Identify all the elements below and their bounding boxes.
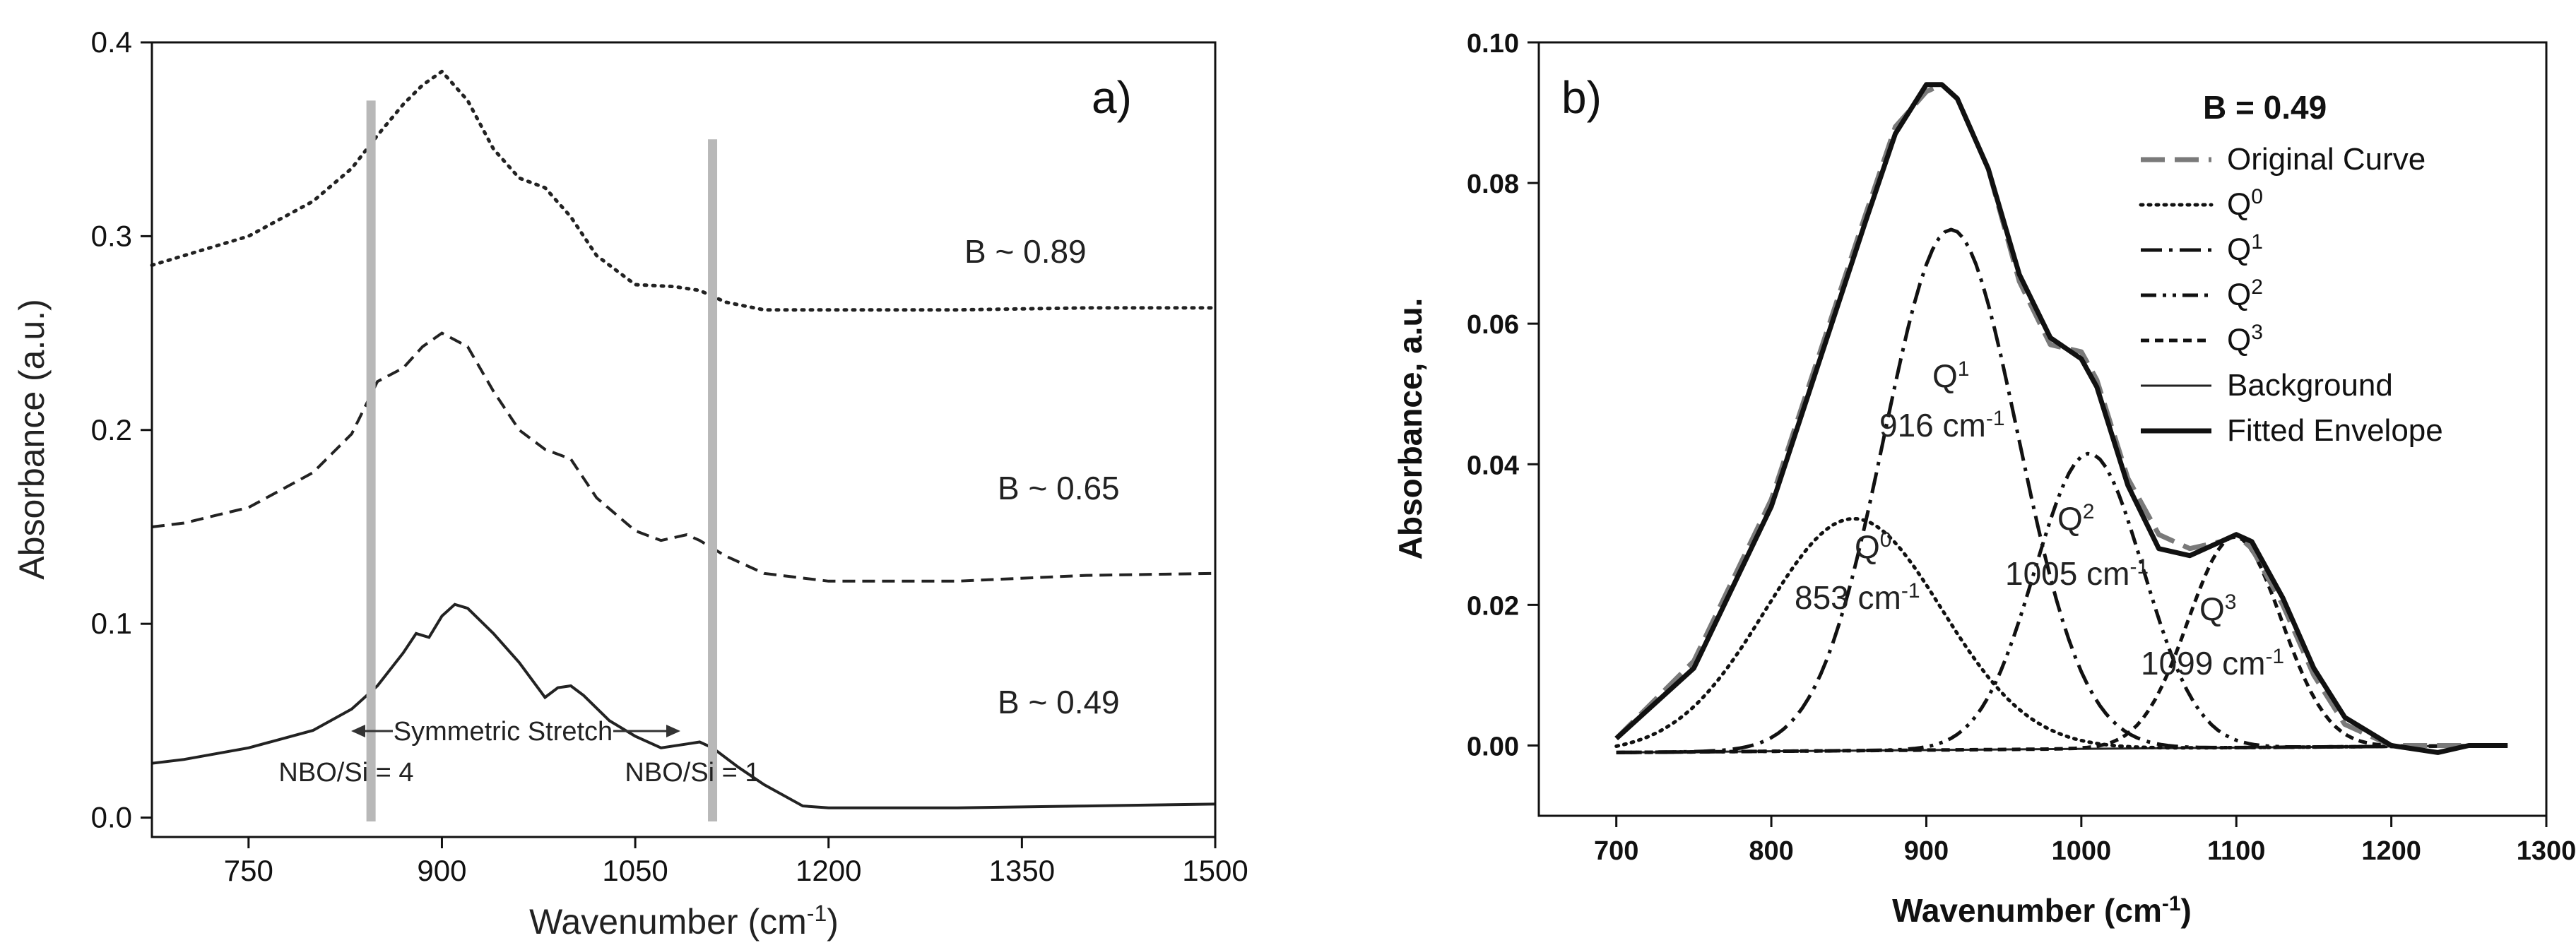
q1-annotation-name: Q1 (1932, 357, 1969, 395)
panel-a-series-label-089: B ~ 0.89 (964, 233, 1087, 270)
legend-entry: Q3 (2227, 321, 2263, 358)
legend-entry: Q2 (2227, 275, 2263, 313)
panel-a-reference-lines (366, 100, 718, 822)
panel-a-series-label-049: B ~ 0.49 (998, 684, 1120, 720)
panel-a-series-solid (151, 602, 1216, 809)
panel-a-series-label-065: B ~ 0.65 (998, 470, 1120, 506)
legend-entry: Q1 (2227, 230, 2263, 268)
q3-annotation-name: Q3 (2199, 590, 2236, 628)
q0-annotation-position: 853 cm-1 (1795, 579, 1920, 617)
panel-1-x-tick-label: 800 (1749, 836, 1793, 866)
panel-b-series-layer (1614, 82, 2508, 755)
panel-a-y-axis-title: Absorbance (a.u.) (12, 299, 52, 579)
q2-annotation-name: Q2 (2057, 500, 2094, 538)
symmetric-stretch-label: Symmetric Stretch (394, 717, 613, 747)
panel-0-y-tick-label: 0.0 (91, 801, 132, 834)
panel-b-series-q2 (1616, 451, 2503, 754)
panel-b: 700 800 900 1000 1100 1200 1300 0.00 0.02 0.04 0.0… (1392, 29, 2576, 929)
panel-1-x-tick-label: 700 (1594, 836, 1638, 866)
panel-b-y-axis-title: Absorbance, a.u. (1392, 298, 1429, 560)
q2-annotation-position: 1005 cm-1 (2005, 555, 2149, 593)
panel-0-x-tick-label: 1050 (602, 854, 668, 887)
panel-0-y-tick-label: 0.1 (91, 607, 132, 640)
panel-b-plot-frame (1537, 41, 2548, 817)
panel-a-series-dotted (150, 69, 1217, 312)
panel-0-x-tick-label: 900 (417, 854, 466, 887)
panel-1-x-tick-label: 1300 (2517, 836, 2576, 866)
panel-1-y-tick-label: 0.08 (1467, 170, 1519, 199)
panel-b-label: b) (1561, 72, 1602, 123)
legend-entry: Background (2227, 368, 2393, 403)
legend-entry: Original Curve (2227, 142, 2426, 177)
panel-b-series-q3 (1616, 535, 2503, 754)
panel-a: 750 900 1050 1200 1350 1500 0.0 0.1 0.2 0.3 0.4 a)… (12, 25, 1248, 942)
panel-1-y-tick-label: 0.00 (1467, 732, 1519, 761)
q3-annotation-position: 1099 cm-1 (2141, 645, 2284, 682)
panel-1-y-tick-label: 0.02 (1467, 591, 1519, 621)
panel-0-y-tick-label: 0.4 (91, 25, 132, 59)
panel-0-x-tick-label: 1350 (989, 854, 1055, 887)
panel-b-series-q1 (1616, 227, 2503, 754)
panel-b-series-original-curve (1614, 82, 2508, 748)
nbo-si-1-label: NBO/Si = 1 (625, 758, 760, 788)
symmetric-stretch-annotation: Symmetric Stretch (351, 717, 680, 747)
panel-a-series-dashed (151, 331, 1216, 583)
panel-1-x-tick-label: 900 (1904, 836, 1949, 866)
panel-0-y-tick-label: 0.2 (91, 413, 132, 446)
panel-0-x-tick-label: 1500 (1182, 854, 1248, 887)
panel-0-x-tick-label: 750 (224, 854, 273, 887)
legend-entry: Fitted Envelope (2227, 413, 2443, 448)
panel-1-y-tick-label: 0.06 (1467, 310, 1519, 340)
panel-a-ticks: 750 900 1050 1200 1350 1500 0.0 0.1 0.2 0.3 0.4 (91, 25, 1248, 887)
panel-0-y-tick-label: 0.3 (91, 219, 132, 252)
panel-1-x-tick-label: 1000 (2052, 836, 2112, 866)
legend-title: B = 0.49 (2203, 89, 2327, 126)
panel-b-x-axis-title: Wavenumber (cm-1) (1892, 892, 2192, 930)
panel-1-x-tick-label: 1200 (2361, 836, 2421, 866)
legend-entry: Q0 (2227, 185, 2263, 222)
q0-annotation-name: Q0 (1855, 528, 1891, 566)
panel-1-y-tick-label: 0.10 (1467, 29, 1519, 59)
nbo-si-4-label: NBO/Si = 4 (278, 758, 413, 788)
panel-a-series-layer (150, 69, 1217, 809)
panel-b-series-fitted-envelope (1614, 82, 2508, 755)
panel-b-legend: B = 0.49 Original Curve Q0 Q1 Q2 Q3 Backgroun… (2139, 89, 2443, 448)
panel-0-x-tick-label: 1200 (796, 854, 861, 887)
panel-a-x-axis-title: Wavenumber (cm-1) (529, 901, 839, 942)
q1-annotation-position: 916 cm-1 (1879, 407, 2005, 444)
panel-1-x-tick-label: 1100 (2207, 836, 2265, 866)
panel-a-label: a) (1092, 72, 1132, 123)
panel-a-plot-frame (150, 41, 1217, 838)
panel-b-ticks: 700 800 900 1000 1100 1200 1300 0.00 0.02 0.04 0.0… (1467, 29, 2576, 866)
panel-1-y-tick-label: 0.04 (1467, 451, 1519, 480)
